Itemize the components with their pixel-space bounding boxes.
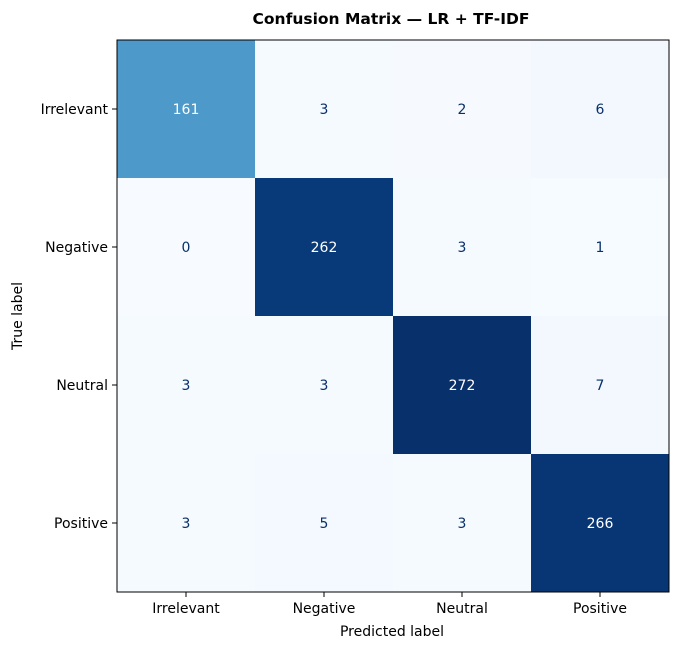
x-axis-ticks: Irrelevant Negative Neutral Positive <box>152 592 627 617</box>
x-axis-label: Predicted label <box>340 624 444 640</box>
heatmap-cell <box>531 40 670 179</box>
x-tick-label: Negative <box>293 601 356 617</box>
heatmap-cell <box>393 178 532 317</box>
heatmap-cell <box>117 454 256 593</box>
heatmap-cell <box>531 316 670 455</box>
cell-value-label: 266 <box>587 516 614 532</box>
heatmap-cell <box>531 454 670 593</box>
y-tick-label: Neutral <box>56 378 108 394</box>
heatmap-cell <box>255 316 394 455</box>
cell-value-label: 7 <box>596 378 605 394</box>
plot-frame <box>116 39 670 593</box>
cell-value-label: 3 <box>458 516 467 532</box>
heatmap-cell <box>255 454 394 593</box>
heatmap-cell <box>255 178 394 317</box>
y-tick-label: Irrelevant <box>41 102 109 118</box>
heatmap-cell <box>531 178 670 317</box>
y-tick-label: Negative <box>45 240 108 256</box>
y-axis-ticks: Irrelevant Negative Neutral Positive <box>41 102 117 532</box>
heatmap-cell <box>117 316 256 455</box>
heatmap-cell <box>117 178 256 317</box>
heatmap-cells <box>117 40 670 593</box>
cell-value-label: 1 <box>596 240 605 256</box>
x-tick-label: Positive <box>573 601 627 617</box>
cell-value-labels: 161 3 2 6 0 262 3 1 3 3 272 7 3 5 3 266 <box>173 102 614 532</box>
cell-value-label: 3 <box>182 516 191 532</box>
cell-value-label: 0 <box>182 240 191 256</box>
heatmap-cell <box>117 40 256 179</box>
heatmap-cell <box>393 454 532 593</box>
y-tick-label: Positive <box>54 516 108 532</box>
cell-value-label: 262 <box>311 240 338 256</box>
heatmap-cell <box>255 40 394 179</box>
cell-value-label: 2 <box>458 102 467 118</box>
cell-value-label: 6 <box>596 102 605 118</box>
x-tick-label: Irrelevant <box>152 601 220 617</box>
x-tick-label: Neutral <box>436 601 488 617</box>
cell-value-label: 272 <box>449 378 476 394</box>
cell-value-label: 3 <box>458 240 467 256</box>
cell-value-label: 3 <box>182 378 191 394</box>
cell-value-label: 5 <box>320 516 329 532</box>
cell-value-label: 3 <box>320 102 329 118</box>
chart-title: Confusion Matrix — LR + TF-IDF <box>253 10 530 28</box>
cell-value-label: 161 <box>173 102 200 118</box>
heatmap-cell <box>393 40 532 179</box>
cell-value-label: 3 <box>320 378 329 394</box>
heatmap-cell <box>393 316 532 455</box>
y-axis-label: True label <box>10 282 26 351</box>
